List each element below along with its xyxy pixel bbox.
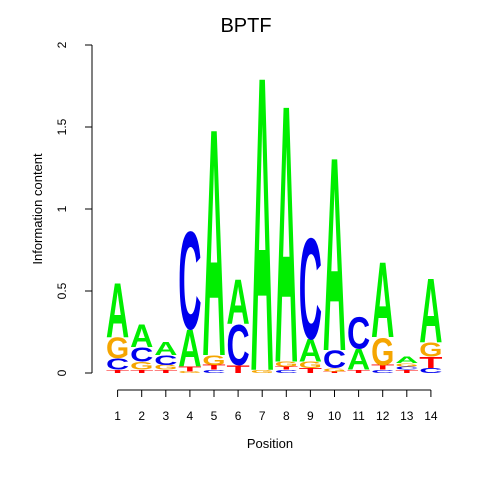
logo-letter-g: G <box>154 363 177 371</box>
logo-letter-g: G <box>419 339 442 362</box>
x-tick-label: 10 <box>328 409 342 423</box>
logo-letter-t: T <box>323 371 347 374</box>
logo-letter-g: G <box>130 360 153 373</box>
logo-letter-a: A <box>395 355 418 365</box>
logo-letter-a: A <box>130 318 153 354</box>
logo-letter-t: T <box>371 363 395 371</box>
y-tick-label: 0 <box>55 369 69 376</box>
logo-letter-a: A <box>178 321 201 379</box>
logo-letter-t: T <box>130 369 154 374</box>
y-axis: 0 0.5 1 1.5 2 <box>55 41 93 376</box>
y-tick-label: 1.5 <box>55 118 69 135</box>
logo-letter-c: C <box>130 343 153 366</box>
logo-letter-c: C <box>395 366 418 371</box>
x-tick-label: 6 <box>235 409 242 423</box>
logo-letter-c: C <box>106 356 129 374</box>
logo-letter-t: T <box>395 369 419 374</box>
logo-letter-a: A <box>106 266 129 354</box>
logo-letter-g: G <box>275 360 298 368</box>
y-tick-label: 0.5 <box>55 282 69 299</box>
logo-letter-g: G <box>323 367 346 372</box>
logo-stack: TAC <box>347 308 371 377</box>
logo-letter-a: A <box>251 0 274 460</box>
logo-letter-t: T <box>299 367 323 375</box>
logo-letter-c: C <box>154 353 177 368</box>
logo-stack: TCA <box>227 266 250 377</box>
logo-letter-a: A <box>154 338 177 359</box>
x-tick-label: 1 <box>114 409 121 423</box>
logo-stack: GA <box>251 0 274 460</box>
logo-letter-c: C <box>227 313 250 377</box>
x-tick-label: 9 <box>307 409 314 423</box>
logo-letter-a: A <box>275 29 298 440</box>
logo-letter-g: G <box>299 360 322 370</box>
logo-letter-a: A <box>371 239 394 360</box>
y-tick-label: 1 <box>55 205 69 212</box>
logo-letter-a: A <box>227 266 250 338</box>
logo-letter-g: G <box>371 331 394 374</box>
logo-letter-a: A <box>323 99 346 409</box>
logo-letter-a: A <box>347 343 370 377</box>
y-axis-label: Information content <box>30 153 45 265</box>
x-tick-label: 8 <box>283 409 290 423</box>
logo-letter-t: T <box>106 369 130 374</box>
x-tick-label: 14 <box>424 409 438 423</box>
x-tick-label: 5 <box>211 409 218 423</box>
logo-letter-c: C <box>299 209 322 371</box>
logo-letter-t: T <box>202 363 226 371</box>
logo-letter-c: C <box>202 369 225 374</box>
logo-letter-t: T <box>154 369 178 374</box>
x-tick-label: 7 <box>259 409 266 423</box>
logo-letter-c: C <box>347 308 370 359</box>
x-tick-label: 11 <box>352 409 365 423</box>
x-axis-label: Position <box>247 436 293 451</box>
x-tick-label: 4 <box>187 409 194 423</box>
logo-letter-g: G <box>178 371 201 373</box>
logo-letter-t: T <box>178 365 202 373</box>
logo-letter-a: A <box>299 333 322 369</box>
logo-letter-c: C <box>323 346 346 374</box>
logo-letter-c: C <box>371 369 394 374</box>
x-tick-label: 12 <box>376 409 390 423</box>
logo-letter-c: C <box>178 203 201 359</box>
logo-letter-g: G <box>251 369 274 374</box>
chart-title: BPTF <box>220 15 271 37</box>
logo-letter-t: T <box>419 354 442 372</box>
logo-letter-g: G <box>106 332 129 365</box>
y-tick-label: 2 <box>55 41 69 48</box>
logo-letter-a: A <box>202 61 225 424</box>
x-tick-label: 2 <box>138 409 145 423</box>
logo-letter-g: G <box>395 362 418 367</box>
logo-letter-a: A <box>419 259 442 362</box>
x-tick-label: 13 <box>400 409 414 423</box>
x-tick-label: 3 <box>162 409 169 423</box>
logo-letter-t: T <box>227 363 250 376</box>
x-axis: 1 2 3 4 5 6 7 8 9 10 11 12 13 14 <box>114 389 438 423</box>
logo-letter-g: G <box>202 352 225 367</box>
logo-letter-c: C <box>275 369 298 374</box>
logo-letter-t: T <box>347 369 371 374</box>
logo-letter-t: T <box>275 366 299 371</box>
logo-letter-c: C <box>419 367 443 375</box>
